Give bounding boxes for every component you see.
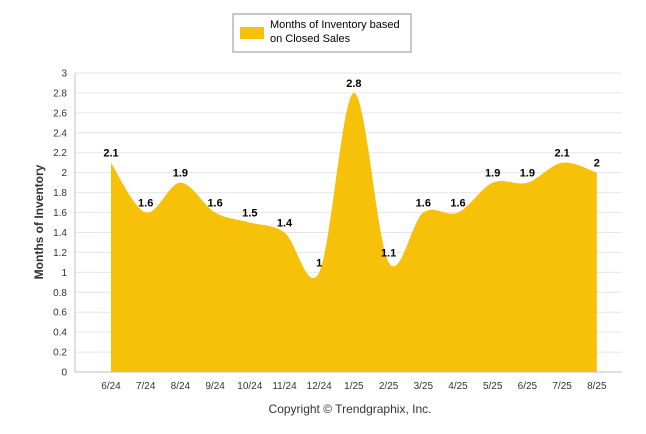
x-tick-label: 9/24 [205, 381, 225, 392]
y-tick-label: 1.8 [53, 188, 67, 199]
data-label: 2 [594, 158, 600, 170]
x-tick-label: 7/24 [136, 381, 156, 392]
y-tick-label: 0.8 [53, 288, 67, 299]
data-label: 1.4 [277, 217, 293, 229]
data-label: 2.1 [103, 148, 118, 160]
x-tick-label: 7/25 [552, 381, 572, 392]
copyright-credit: Copyright © Trendgraphix, Inc. [269, 402, 432, 416]
plot-area [111, 92, 597, 373]
x-tick-label: 11/24 [272, 381, 297, 392]
data-label: 1.6 [207, 198, 222, 210]
data-labels: 2.1 1.6 1.9 1.6 1.5 1.4 1 2.8 1.1 1.6 1.6 1.9 1.9 2.1… [103, 78, 600, 269]
data-label: 1.9 [173, 168, 188, 180]
y-tick-label: 0.2 [53, 348, 67, 359]
data-label: 1.6 [138, 198, 153, 210]
data-label: 1.9 [520, 168, 535, 180]
legend-swatch [240, 27, 264, 39]
data-label: 1 [316, 257, 322, 269]
data-label: 1.6 [450, 198, 465, 210]
x-tick-label: 12/24 [307, 381, 332, 392]
legend-label-line-1: Months of Inventory based [270, 19, 400, 31]
y-tick-label: 1.6 [53, 208, 67, 219]
y-tick-label: 0.6 [53, 308, 67, 319]
y-tick-label: 2 [61, 168, 67, 179]
y-tick-label: 2.6 [53, 108, 67, 119]
y-tick-label: 2.4 [53, 128, 67, 139]
y-tick-label: 1.2 [53, 248, 67, 259]
x-tick-label: 5/25 [483, 381, 503, 392]
x-axis-ticks: 6/24 7/24 8/24 9/24 10/24 11/24 12/24 1/25 2/25 3… [101, 381, 607, 392]
y-tick-label: 2.2 [53, 148, 67, 159]
x-tick-label: 8/24 [171, 381, 191, 392]
x-tick-label: 8/25 [587, 381, 607, 392]
x-tick-label: 3/25 [414, 381, 434, 392]
data-label: 1.1 [381, 247, 396, 259]
series-area [111, 92, 597, 373]
y-tick-label: 1.4 [53, 228, 67, 239]
y-tick-label: 2.8 [53, 88, 67, 99]
data-label: 1.6 [416, 198, 431, 210]
y-tick-label: 3 [61, 69, 67, 80]
y-tick-label: 0 [61, 368, 67, 379]
x-tick-label: 2/25 [379, 381, 399, 392]
y-tick-label: 1 [61, 268, 67, 279]
legend: Months of Inventory based on Closed Sale… [232, 13, 412, 53]
data-label: 1.9 [485, 168, 500, 180]
data-label: 2.1 [554, 148, 569, 160]
x-tick-label: 10/24 [237, 381, 262, 392]
y-axis-title: Months of Inventory [32, 164, 46, 279]
legend-label-line-2: on Closed Sales [270, 33, 351, 45]
x-tick-label: 4/25 [448, 381, 468, 392]
x-tick-label: 1/25 [344, 381, 364, 392]
data-label: 2.8 [346, 78, 361, 90]
y-tick-label: 0.4 [53, 328, 67, 339]
y-axis-ticks: 0 0.2 0.4 0.6 0.8 1 1.2 1.4 1.6 1.8 2 2.2 2.4 2.6 2.8 3 [53, 69, 67, 379]
x-tick-label: 6/25 [518, 381, 538, 392]
data-label: 1.5 [242, 208, 257, 220]
x-tick-label: 6/24 [101, 381, 121, 392]
